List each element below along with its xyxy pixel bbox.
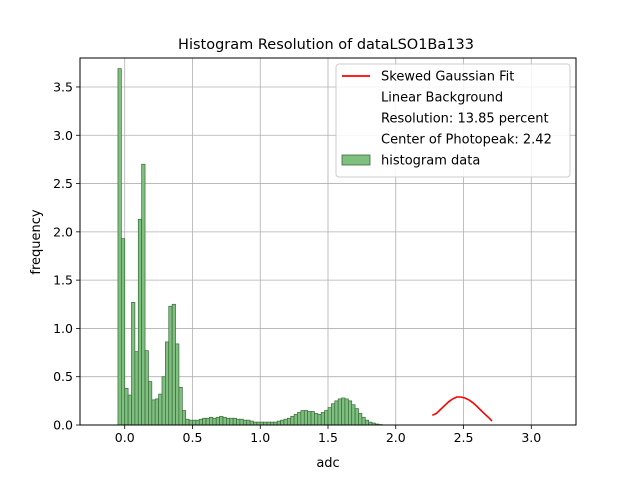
y-tick-label: 3.5 (53, 79, 73, 94)
histogram-bar (284, 419, 287, 425)
y-tick-label: 2.0 (53, 224, 73, 239)
histogram-bar (226, 418, 229, 425)
histogram-bar (352, 405, 355, 425)
legend-patch-swatch (342, 155, 370, 165)
histogram-bar (233, 418, 236, 425)
histogram-bar (247, 420, 250, 425)
histogram-bar (348, 401, 351, 425)
x-tick-label: 2.0 (386, 430, 406, 445)
y-tick-label: 0.5 (53, 369, 73, 384)
histogram-bar (169, 306, 172, 425)
histogram-bar (318, 414, 321, 425)
histogram-bar (311, 411, 314, 425)
histogram-bar (240, 419, 243, 425)
histogram-bar (131, 302, 134, 425)
histogram-bar (148, 382, 151, 425)
histogram-bar (331, 404, 334, 425)
histogram-bar (230, 418, 233, 425)
x-tick-label: 0.5 (183, 430, 203, 445)
histogram-bar (142, 164, 145, 425)
histogram-bar (172, 304, 175, 425)
histogram-bar (182, 411, 185, 425)
legend: Skewed Gaussian Fit Linear Background Reso… (336, 64, 570, 177)
histogram-bar (186, 419, 189, 425)
histogram-bar (294, 414, 297, 425)
histogram-bar (321, 412, 324, 425)
y-tick-label: 1.5 (53, 273, 73, 288)
y-tick-label: 1.0 (53, 321, 73, 336)
histogram-bar (250, 421, 253, 425)
histogram-bar (152, 400, 155, 425)
histogram-bar (301, 411, 304, 425)
legend-label: Center of Photopeak: 2.42 (381, 133, 552, 148)
histogram-bar (223, 417, 226, 425)
histogram-bar (345, 399, 348, 425)
histogram-bar (281, 420, 284, 425)
histogram-bar (304, 411, 307, 425)
y-tick-label: 0.0 (53, 418, 73, 433)
histogram-bar (355, 409, 358, 425)
histogram-bar (162, 377, 165, 425)
histogram-bar (216, 417, 219, 425)
histogram-bar (176, 344, 179, 425)
chart-title: Histogram Resolution of dataLSO1Ba133 (178, 37, 474, 53)
histogram-bar (203, 418, 206, 425)
histogram-bar (196, 420, 199, 425)
legend-label: Linear Background (381, 91, 503, 106)
histogram-bar (118, 69, 121, 425)
x-tick-label: 1.5 (318, 430, 338, 445)
histogram-bar (308, 411, 311, 425)
histogram-bar (189, 420, 192, 425)
histogram-bar (325, 411, 328, 425)
histogram-bar (199, 419, 202, 425)
histogram-bar (342, 398, 345, 425)
y-tick-label: 2.5 (53, 176, 73, 191)
histogram-bar (277, 421, 280, 425)
histogram-bar (338, 399, 341, 425)
histogram-bar (121, 239, 124, 425)
histogram-bar (206, 418, 209, 425)
histogram-bar (138, 219, 141, 425)
histogram-bar (192, 420, 195, 425)
y-axis-label: frequency (29, 209, 44, 275)
histogram-bar (362, 417, 365, 425)
histogram-bar (179, 387, 182, 425)
histogram-bar (145, 351, 148, 425)
histogram-bar (135, 352, 138, 425)
histogram-bar (358, 413, 361, 425)
histogram-bar (365, 420, 368, 425)
histogram-bar (125, 388, 128, 425)
histogram-bar (243, 420, 246, 425)
histogram-bar (314, 413, 317, 425)
histogram-bar (159, 394, 162, 425)
histogram-bar (220, 416, 223, 425)
x-tick-label: 3.0 (521, 430, 541, 445)
histogram-bar (128, 395, 131, 425)
legend-label: Skewed Gaussian Fit (381, 70, 514, 85)
x-tick-label: 1.0 (250, 430, 270, 445)
legend-label: Resolution: 13.85 percent (381, 112, 549, 127)
histogram-bar (291, 416, 294, 425)
x-tick-label: 2.5 (454, 430, 474, 445)
histogram-bar (155, 399, 158, 425)
histogram-bar (237, 419, 240, 425)
histogram-bar (209, 417, 212, 425)
histogram-bar (328, 408, 331, 425)
histogram-bar (335, 401, 338, 425)
x-tick-label: 0.0 (115, 430, 135, 445)
histogram-bar (165, 342, 168, 425)
histogram-bar (213, 418, 216, 425)
x-axis-label: adc (316, 456, 339, 471)
legend-label: histogram data (381, 154, 480, 169)
histogram-bar (287, 418, 290, 425)
y-tick-label: 3.0 (53, 128, 73, 143)
histogram-bar (298, 412, 301, 425)
